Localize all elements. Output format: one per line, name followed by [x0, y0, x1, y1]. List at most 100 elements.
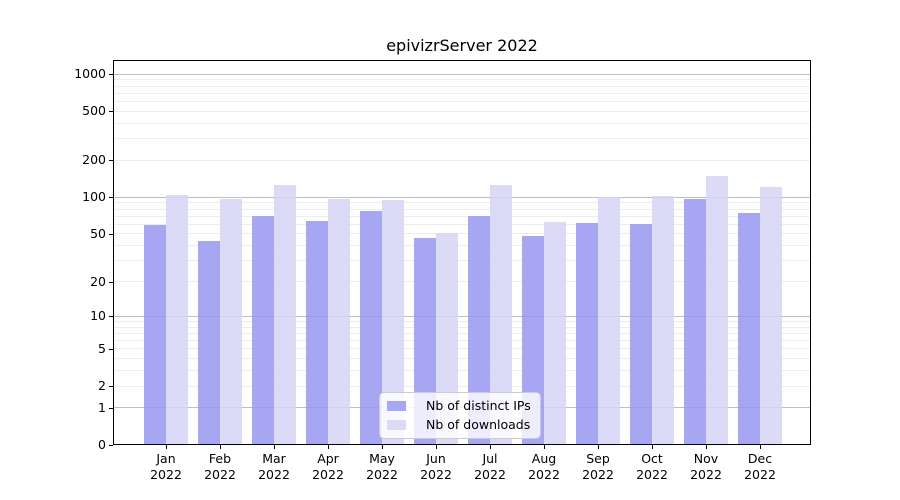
bar-nb-of-downloads-may-2022: [382, 199, 404, 445]
gridline-major: [113, 196, 811, 198]
x-tick-mark: [166, 445, 167, 449]
y-tick-label: 100: [82, 189, 106, 205]
y-tick-mark: [109, 348, 113, 350]
gridline-minor: [113, 233, 811, 235]
x-tick-mark: [220, 445, 221, 449]
gridline-minor: [113, 281, 811, 283]
gridline-minor: [113, 110, 811, 112]
plot-area: Nb of distinct IPs Nb of downloads: [113, 60, 811, 445]
x-tick-mark: [274, 445, 275, 449]
x-tick-label: Jul 2022: [474, 451, 506, 482]
bar-nb-of-distinct-ips-mar-2022: [252, 216, 274, 445]
bar-nb-of-distinct-ips-nov-2022: [684, 198, 706, 445]
y-tick-label: 20: [90, 273, 106, 289]
gridline-minor: [113, 332, 811, 334]
gridline-minor: [113, 260, 811, 262]
gridline-minor: [113, 138, 811, 140]
y-tick-label: 5: [98, 340, 106, 356]
bar-nb-of-distinct-ips-sep-2022: [576, 223, 598, 445]
x-tick-mark: [706, 445, 707, 449]
gridline-minor: [113, 215, 811, 217]
gridline-minor: [113, 208, 811, 210]
bar-nb-of-downloads-jun-2022: [436, 232, 458, 445]
gridline-major: [113, 73, 811, 75]
y-tick-label: 0: [98, 437, 106, 452]
x-tick-mark: [436, 445, 437, 449]
gridline-major: [113, 315, 811, 317]
x-tick-label: Aug 2022: [528, 451, 560, 482]
gridline-minor: [113, 358, 811, 360]
gridline-minor: [113, 326, 811, 328]
y-tick-mark: [109, 445, 113, 446]
gridline-minor: [113, 340, 811, 342]
legend-swatch-distinct-ips: [387, 401, 406, 411]
gridline-minor: [113, 320, 811, 322]
gridline-minor: [113, 85, 811, 87]
gridline-minor: [113, 348, 811, 350]
y-tick-label: 2: [98, 378, 106, 394]
bar-nb-of-downloads-feb-2022: [220, 199, 242, 445]
x-tick-mark: [490, 445, 491, 449]
legend: Nb of distinct IPs Nb of downloads: [379, 392, 541, 439]
gridline-minor: [113, 385, 811, 387]
legend-item-distinct-ips: Nb of distinct IPs: [387, 399, 531, 413]
y-tick-mark: [109, 407, 113, 409]
y-tick-label: 1000: [74, 66, 106, 82]
y-tick-mark: [109, 197, 113, 199]
gridline-minor: [113, 92, 811, 94]
x-tick-label: Apr 2022: [312, 451, 344, 482]
x-tick-label: Oct 2022: [636, 451, 668, 482]
x-tick-mark: [652, 445, 653, 449]
y-tick-label: 10: [90, 308, 106, 324]
bar-nb-of-distinct-ips-jul-2022: [468, 216, 490, 445]
x-tick-label: Feb 2022: [204, 451, 236, 482]
x-tick-label: Nov 2022: [690, 451, 722, 482]
chart-title: epivizrServer 2022: [386, 36, 538, 55]
bar-nb-of-distinct-ips-jan-2022: [144, 225, 166, 445]
bar-nb-of-downloads-sep-2022: [598, 197, 620, 445]
y-tick-mark: [109, 111, 113, 113]
x-tick-mark: [328, 445, 329, 449]
bar-nb-of-downloads-jan-2022: [166, 195, 188, 445]
x-tick-mark: [760, 445, 761, 449]
x-tick-mark: [598, 445, 599, 449]
x-tick-mark: [382, 445, 383, 449]
y-tick-label: 500: [82, 103, 106, 119]
y-tick-label: 200: [82, 152, 106, 168]
legend-item-downloads: Nb of downloads: [387, 418, 531, 432]
x-tick-label: May 2022: [366, 451, 398, 482]
bar-nb-of-downloads-mar-2022: [274, 185, 296, 445]
bar-nb-of-downloads-apr-2022: [328, 198, 350, 445]
y-tick-mark: [109, 316, 113, 318]
bar-nb-of-downloads-aug-2022: [544, 221, 566, 445]
x-tick-label: Dec 2022: [744, 451, 776, 482]
bar-nb-of-downloads-nov-2022: [706, 176, 728, 445]
x-tick-label: Jan 2022: [150, 451, 182, 482]
y-tick-label: 1: [98, 399, 106, 415]
gridline-minor: [113, 245, 811, 247]
bar-nb-of-downloads-dec-2022: [760, 187, 782, 445]
gridline-minor: [113, 202, 811, 204]
bar-nb-of-downloads-oct-2022: [652, 196, 674, 445]
x-tick-label: Sep 2022: [582, 451, 614, 482]
x-tick-label: Mar 2022: [258, 451, 290, 482]
y-tick-mark: [109, 74, 113, 76]
y-tick-label: 50: [90, 225, 106, 241]
x-tick-mark: [544, 445, 545, 449]
bar-nb-of-downloads-jul-2022: [490, 185, 512, 445]
y-tick-mark: [109, 281, 113, 283]
bar-nb-of-distinct-ips-apr-2022: [306, 220, 328, 445]
gridline-minor: [113, 223, 811, 225]
gridline-minor: [113, 159, 811, 161]
bar-nb-of-distinct-ips-oct-2022: [630, 224, 652, 445]
gridline-minor: [113, 122, 811, 124]
y-tick-mark: [109, 386, 113, 388]
gridline-minor: [113, 100, 811, 102]
y-tick-mark: [109, 233, 113, 235]
legend-label-distinct-ips: Nb of distinct IPs: [426, 398, 531, 413]
bar-nb-of-distinct-ips-feb-2022: [198, 240, 220, 445]
bar-nb-of-distinct-ips-dec-2022: [738, 213, 760, 445]
y-tick-mark: [109, 160, 113, 162]
x-tick-label: Jun 2022: [420, 451, 452, 482]
